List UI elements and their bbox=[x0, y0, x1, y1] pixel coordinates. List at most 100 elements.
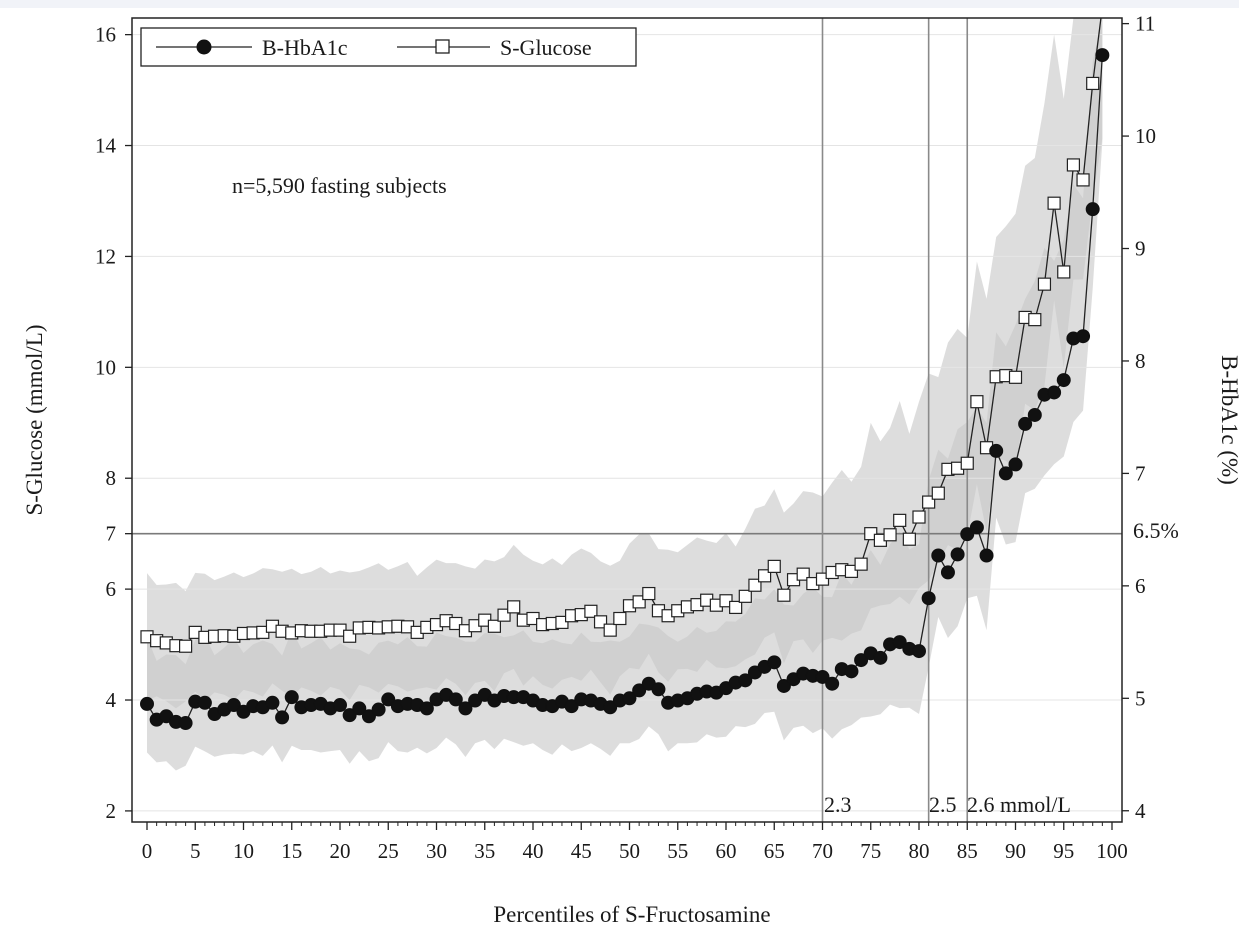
hba1c-point bbox=[1056, 373, 1071, 388]
hba1c-point bbox=[940, 565, 955, 580]
hba1c-point bbox=[352, 701, 367, 716]
x-tick-label: 90 bbox=[1005, 839, 1026, 863]
glucose-point bbox=[449, 616, 463, 631]
hba1c-point bbox=[825, 676, 840, 691]
x-tick-label: 40 bbox=[523, 839, 544, 863]
x-tick-label: 65 bbox=[764, 839, 785, 863]
hba1c-point bbox=[419, 701, 434, 716]
x-tick-label: 75 bbox=[860, 839, 881, 863]
glucose-point bbox=[593, 615, 608, 629]
y-right-tick-label: 5 bbox=[1135, 686, 1146, 710]
x-tick-label: 55 bbox=[667, 839, 688, 863]
glucose-point bbox=[922, 495, 936, 509]
glucose-point bbox=[767, 559, 781, 573]
hba1c-point bbox=[371, 702, 386, 717]
x-tick-label: 70 bbox=[812, 839, 833, 863]
glucose-point bbox=[1037, 277, 1052, 291]
y-right-tick-label: 6 bbox=[1135, 574, 1146, 598]
x-tick-label: 30 bbox=[426, 839, 447, 863]
hba1c-point bbox=[892, 635, 907, 650]
glucose-point bbox=[613, 611, 627, 626]
glucose-point bbox=[960, 456, 974, 470]
vline-label-1: 2.3 bbox=[824, 792, 852, 817]
legend-glucose-label: S-Glucose bbox=[500, 35, 592, 60]
glucose-point bbox=[777, 588, 791, 602]
hba1c-point bbox=[284, 690, 299, 705]
glucose-point bbox=[719, 594, 733, 608]
y-left-tick-label: 6 bbox=[106, 577, 117, 601]
hba1c-point bbox=[815, 669, 830, 684]
hba1c-point bbox=[333, 698, 347, 713]
hba1c-point bbox=[381, 692, 396, 707]
hba1c-point bbox=[931, 548, 946, 563]
glucose-point bbox=[632, 595, 646, 609]
hba1c-point bbox=[767, 655, 782, 670]
hba1c-point bbox=[342, 708, 357, 723]
glucose-point bbox=[1008, 370, 1023, 384]
x-tick-label: 0 bbox=[142, 839, 153, 863]
hba1c-point bbox=[873, 650, 888, 665]
hba1c-point bbox=[140, 696, 154, 711]
legend-hba1c-label: B-HbA1c bbox=[262, 35, 348, 60]
hba1c-point bbox=[950, 547, 965, 562]
glucose-point bbox=[1076, 173, 1090, 187]
glucose-point bbox=[883, 528, 897, 542]
x-axis-title: Percentiles of S-Fructosamine bbox=[493, 902, 770, 927]
hba1c-point bbox=[603, 700, 618, 715]
hba1c-band bbox=[147, 18, 1103, 771]
hba1c-point bbox=[622, 691, 637, 706]
x-tick-label: 50 bbox=[619, 839, 640, 863]
glucose-point bbox=[796, 567, 810, 581]
y-left-tick-label: 14 bbox=[95, 134, 117, 158]
hba1c-point bbox=[651, 682, 666, 697]
hba1c-point bbox=[1085, 202, 1100, 217]
hba1c-point bbox=[178, 716, 193, 731]
series-layer bbox=[140, 18, 1110, 731]
glucose-point bbox=[603, 623, 617, 637]
hba1c-point bbox=[564, 699, 579, 714]
x-tick-label: 20 bbox=[330, 839, 351, 863]
y-right-tick-label: 8 bbox=[1135, 349, 1146, 373]
glucose-point bbox=[931, 486, 945, 500]
hba1c-point bbox=[265, 695, 280, 710]
reference-lines bbox=[132, 18, 1122, 822]
hba1c-point bbox=[776, 678, 791, 693]
hba1c-point bbox=[989, 443, 1004, 458]
glucose-point bbox=[642, 586, 656, 601]
x-tick-label: 100 bbox=[1096, 839, 1128, 863]
hba1c-point bbox=[1008, 457, 1023, 472]
vline-label-2: 2.5 bbox=[929, 792, 957, 817]
y-right-tick-label: 9 bbox=[1135, 237, 1146, 261]
glucose-point bbox=[815, 572, 830, 586]
x-tick-label: 95 bbox=[1053, 839, 1074, 863]
hba1c-point bbox=[275, 710, 290, 725]
x-tick-label: 25 bbox=[378, 839, 399, 863]
x-tick-label: 10 bbox=[233, 839, 254, 863]
glucose-point bbox=[1057, 265, 1071, 279]
glucose-point bbox=[844, 564, 859, 578]
y-left-tick-label: 8 bbox=[106, 466, 117, 490]
glucose-point bbox=[893, 513, 907, 527]
hba1c-point bbox=[1095, 48, 1110, 63]
glucose-point bbox=[970, 395, 984, 409]
glucose-point bbox=[854, 557, 868, 571]
x-tick-label: 85 bbox=[957, 839, 978, 863]
glucose-point bbox=[748, 578, 762, 592]
y-right-axis-title: B-HbA1c (%) bbox=[1217, 355, 1239, 485]
glucose-point bbox=[738, 589, 752, 603]
glucose-point bbox=[584, 604, 598, 618]
x-tick-label: 80 bbox=[909, 839, 930, 863]
glucose-point bbox=[343, 629, 357, 643]
x-tick-label: 45 bbox=[571, 839, 592, 863]
plot-frame bbox=[131, 17, 1123, 823]
hba1c-point bbox=[1018, 416, 1033, 431]
hba1c-point bbox=[998, 466, 1013, 481]
glucose-point bbox=[757, 569, 772, 583]
y-right-tick-label: 7 bbox=[1135, 461, 1146, 485]
y-right-tick-label: 10 bbox=[1135, 124, 1156, 148]
hba1c-point bbox=[197, 695, 212, 710]
y-right-tick-label: 11 bbox=[1135, 12, 1155, 36]
confidence-bands bbox=[147, 18, 1103, 771]
